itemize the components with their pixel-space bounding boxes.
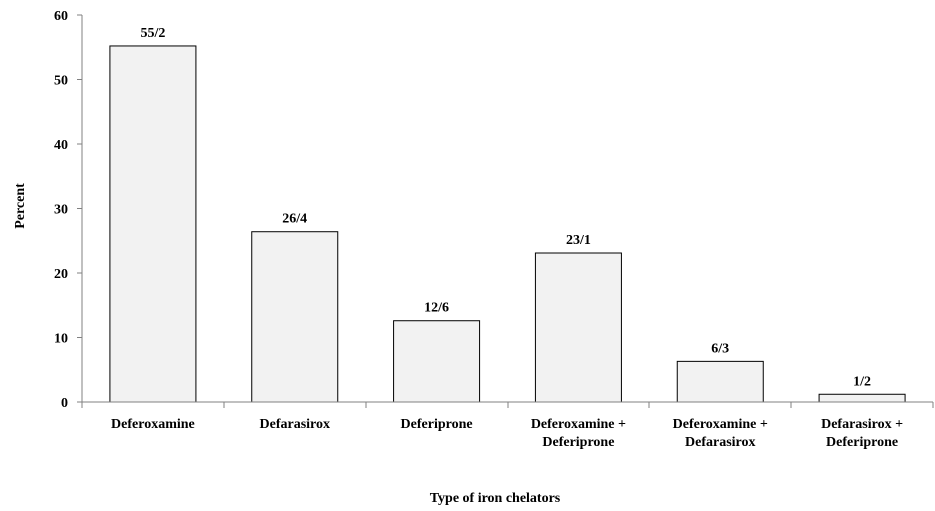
bar xyxy=(109,45,197,403)
bar-value-label: 6/3 xyxy=(711,341,729,356)
bar-value-label: 26/4 xyxy=(282,212,307,227)
bar-value-label: 55/2 xyxy=(140,26,165,41)
bar xyxy=(818,393,906,403)
y-tick-label: 0 xyxy=(61,396,68,411)
y-axis-title: Percent xyxy=(13,183,28,229)
bar-value-label: 23/1 xyxy=(566,233,591,248)
bar xyxy=(676,360,764,403)
bar xyxy=(393,320,481,403)
y-axis: 0 10 20 30 40 50 60 xyxy=(54,9,83,411)
bars-group xyxy=(109,45,906,403)
y-tick-label: 60 xyxy=(54,9,68,24)
bar xyxy=(251,231,339,403)
x-category-label: Deferiprone xyxy=(401,417,473,432)
data-labels: 55/2 26/4 12/6 23/1 6/3 1/2 xyxy=(140,26,871,389)
x-category-label: Deferoxamine xyxy=(111,417,195,432)
y-tick-label: 20 xyxy=(54,267,68,282)
bar-value-label: 1/2 xyxy=(853,374,871,389)
x-category-label: Defarasirox + Deferiprone xyxy=(821,417,903,450)
x-category-label: Deferoxamine + Defarasirox xyxy=(673,417,768,450)
x-category-label: Defarasirox xyxy=(260,417,331,432)
y-tick-label: 40 xyxy=(54,138,68,153)
bar-value-label: 12/6 xyxy=(424,301,449,316)
y-tick-label: 10 xyxy=(54,332,68,347)
y-tick-label: 30 xyxy=(54,203,68,218)
x-axis-title: Type of iron chelators xyxy=(430,491,561,506)
bar xyxy=(534,252,622,403)
x-category-label: Deferoxamine + Deferiprone xyxy=(531,417,626,450)
x-axis: Deferoxamine Defarasirox Deferiprone Defero… xyxy=(81,401,934,450)
y-tick-label: 50 xyxy=(54,74,68,89)
